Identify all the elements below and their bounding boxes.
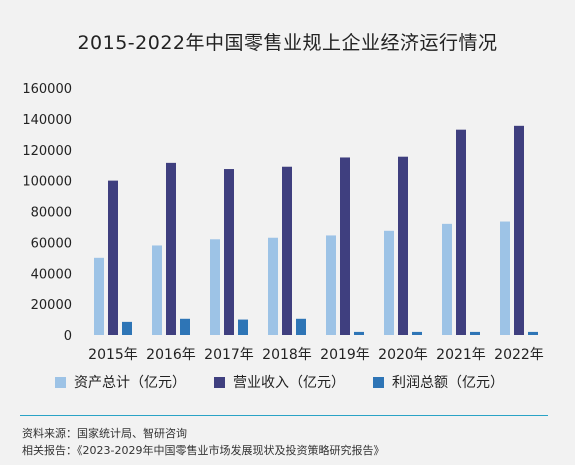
legend-label-revenue: 营业收入（亿元） (233, 375, 345, 391)
bar-assets-5 (384, 230, 394, 335)
y-tick-label: 100000 (22, 175, 72, 190)
legend-item-assets: 资产总计（亿元） (55, 372, 186, 392)
bar-assets-4 (326, 235, 336, 335)
chart-title: 2015-2022年中国零售业规上企业经济运行情况 (77, 32, 498, 54)
bar-assets-6 (442, 223, 452, 335)
bar-profit-4 (354, 331, 364, 335)
legend-swatch-assets (55, 376, 66, 388)
x-tick-label: 2015年 (88, 347, 138, 363)
bar-profit-2 (238, 319, 248, 335)
y-tick-label: 0 (64, 329, 72, 344)
bar-assets-1 (152, 245, 162, 335)
bar-revenue-0 (108, 180, 118, 335)
y-tick-label: 20000 (31, 298, 72, 313)
y-tick-label: 60000 (31, 236, 72, 251)
bar-profit-6 (470, 331, 480, 335)
bar-profit-3 (296, 318, 306, 335)
legend-swatch-profit (373, 376, 384, 388)
x-tick-label: 2021年 (436, 347, 486, 363)
x-tick-label: 2022年 (494, 347, 544, 363)
legend-label-assets: 资产总计（亿元） (74, 375, 186, 391)
bar-profit-0 (122, 321, 132, 335)
bar-revenue-6 (456, 129, 466, 335)
divider-line (20, 415, 548, 416)
y-tick-label: 160000 (22, 82, 72, 97)
bar-revenue-4 (340, 157, 350, 335)
bar-profit-1 (180, 318, 190, 335)
legend-item-profit: 利润总额（亿元） (373, 372, 504, 392)
legend-item-revenue: 营业收入（亿元） (214, 372, 345, 392)
x-tick-label: 2016年 (146, 347, 196, 363)
bar-revenue-5 (398, 156, 408, 335)
x-tick-label: 2018年 (262, 347, 312, 363)
bar-profit-7 (528, 331, 538, 335)
bar-revenue-2 (224, 169, 234, 335)
bar-revenue-1 (166, 162, 176, 335)
y-tick-label: 80000 (31, 206, 72, 221)
bar-revenue-7 (514, 125, 524, 336)
y-tick-label: 140000 (22, 113, 72, 128)
legend-swatch-revenue (214, 376, 225, 388)
legend-label-profit: 利润总额（亿元） (392, 375, 504, 391)
x-tick-label: 2019年 (320, 347, 370, 363)
bar-revenue-3 (282, 166, 292, 335)
bar-profit-5 (412, 331, 422, 335)
y-tick-label: 40000 (31, 267, 72, 282)
related-report-note: 相关报告：《2023-2029年中国零售业市场发展现状及投资策略研究报告》 (22, 444, 385, 457)
bar-assets-0 (94, 257, 104, 335)
y-tick-label: 120000 (22, 144, 72, 159)
x-tick-label: 2017年 (204, 347, 254, 363)
source-note: 资料来源：国家统计局、智研咨询 (22, 427, 187, 440)
bar-assets-7 (500, 221, 510, 335)
x-tick-label: 2020年 (378, 347, 428, 363)
bar-assets-3 (268, 237, 278, 335)
legend: 资产总计（亿元） 营业收入（亿元） 利润总额（亿元） (55, 372, 535, 392)
bar-chart: 160000 140000 120000 100000 80000 60000 40000 2… (22, 82, 544, 363)
bar-assets-2 (210, 239, 220, 335)
